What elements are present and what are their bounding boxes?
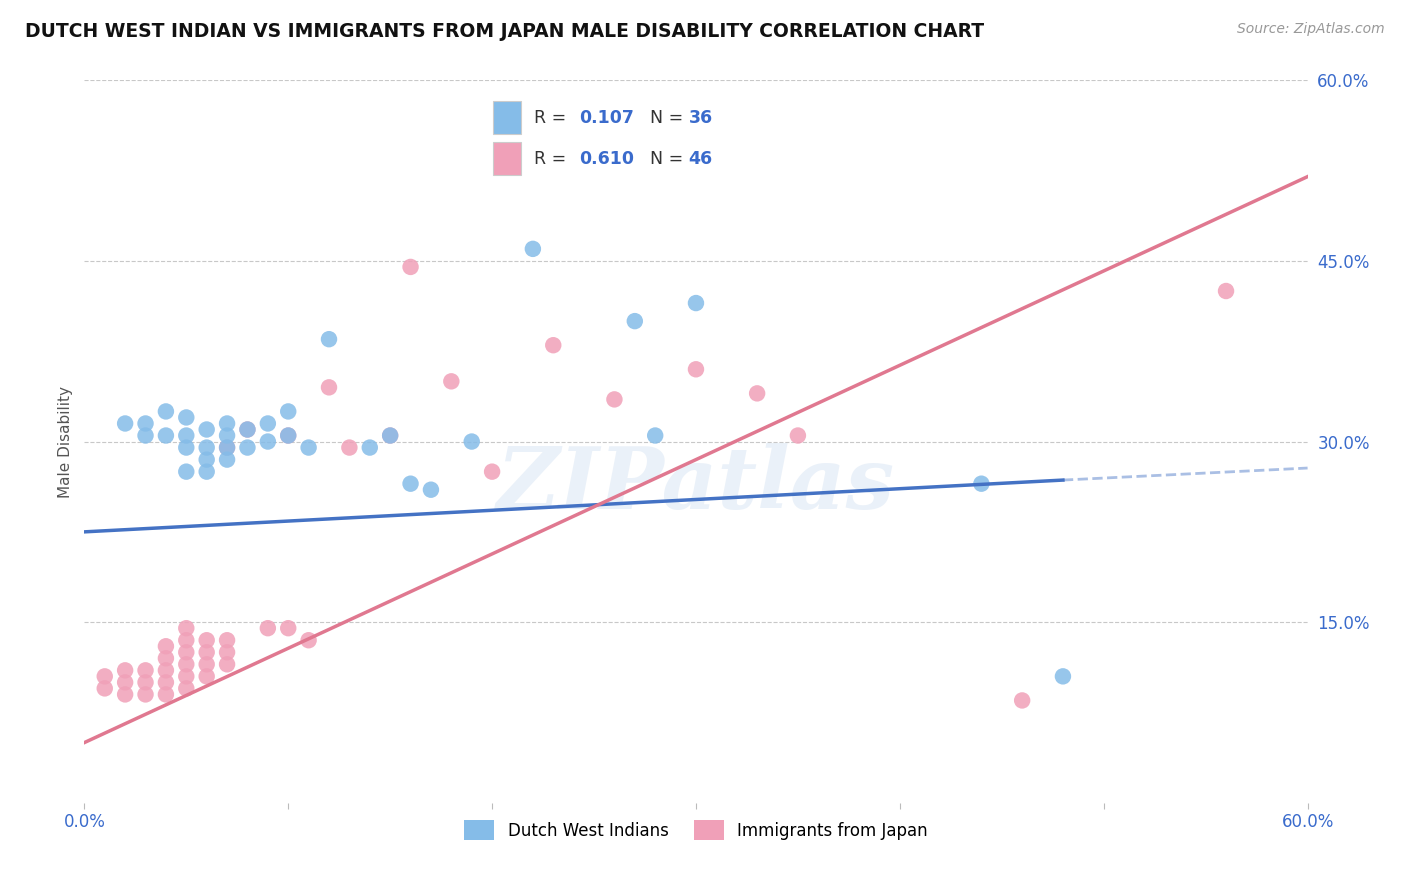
Point [135,417,157,431]
Point [236,422,259,436]
Point [257,434,280,449]
Point [217,657,239,672]
Point [217,452,239,467]
Legend: Dutch West Indians, Immigrants from Japan: Dutch West Indians, Immigrants from Japa… [456,812,936,848]
Point [1215,284,1237,298]
Point [174,657,197,672]
Point [787,428,810,442]
Point [93,681,115,696]
Point [257,621,280,635]
Point [174,645,197,659]
Point [155,639,177,653]
Point [380,428,402,442]
Point [1011,693,1033,707]
Point [114,687,136,701]
Text: Source: ZipAtlas.com: Source: ZipAtlas.com [1237,22,1385,37]
Point [399,260,422,274]
Point [135,428,157,442]
Point [318,332,340,346]
Point [420,483,443,497]
Point [174,410,197,425]
Point [318,380,340,394]
Point [217,441,239,455]
Point [685,296,707,310]
Point [257,417,280,431]
Point [461,434,484,449]
Point [93,669,115,683]
Point [174,621,197,635]
Point [440,374,463,388]
Point [114,664,136,678]
Point [970,476,993,491]
Point [603,392,626,407]
Point [217,417,239,431]
Point [155,404,177,418]
Y-axis label: Male Disability: Male Disability [58,385,73,498]
Point [217,441,239,455]
Point [236,422,259,436]
Point [277,428,299,442]
Point [277,404,299,418]
Point [195,657,218,672]
Point [155,664,177,678]
Point [135,664,157,678]
Point [135,687,157,701]
Point [195,422,218,436]
Point [135,675,157,690]
Point [155,651,177,665]
Point [359,441,381,455]
Point [174,465,197,479]
Point [440,49,463,63]
Point [174,681,197,696]
Point [155,687,177,701]
Point [277,621,299,635]
Point [174,428,197,442]
Point [236,441,259,455]
Point [195,633,218,648]
Point [522,242,544,256]
Text: DUTCH WEST INDIAN VS IMMIGRANTS FROM JAPAN MALE DISABILITY CORRELATION CHART: DUTCH WEST INDIAN VS IMMIGRANTS FROM JAP… [25,22,984,41]
Point [217,645,239,659]
Point [155,675,177,690]
Point [277,428,299,442]
Point [399,476,422,491]
Point [298,441,321,455]
Point [195,669,218,683]
Point [747,386,769,401]
Point [174,441,197,455]
Text: ZIPatlas: ZIPatlas [496,443,896,526]
Point [174,669,197,683]
Point [217,428,239,442]
Point [1052,669,1074,683]
Point [174,633,197,648]
Point [644,428,666,442]
Point [481,465,503,479]
Point [195,645,218,659]
Point [380,428,402,442]
Point [155,428,177,442]
Point [195,441,218,455]
Point [339,441,361,455]
Point [685,362,707,376]
Point [114,675,136,690]
Point [114,417,136,431]
Point [543,338,565,352]
Point [217,633,239,648]
Point [195,465,218,479]
Point [195,452,218,467]
Point [624,314,647,328]
Point [298,633,321,648]
